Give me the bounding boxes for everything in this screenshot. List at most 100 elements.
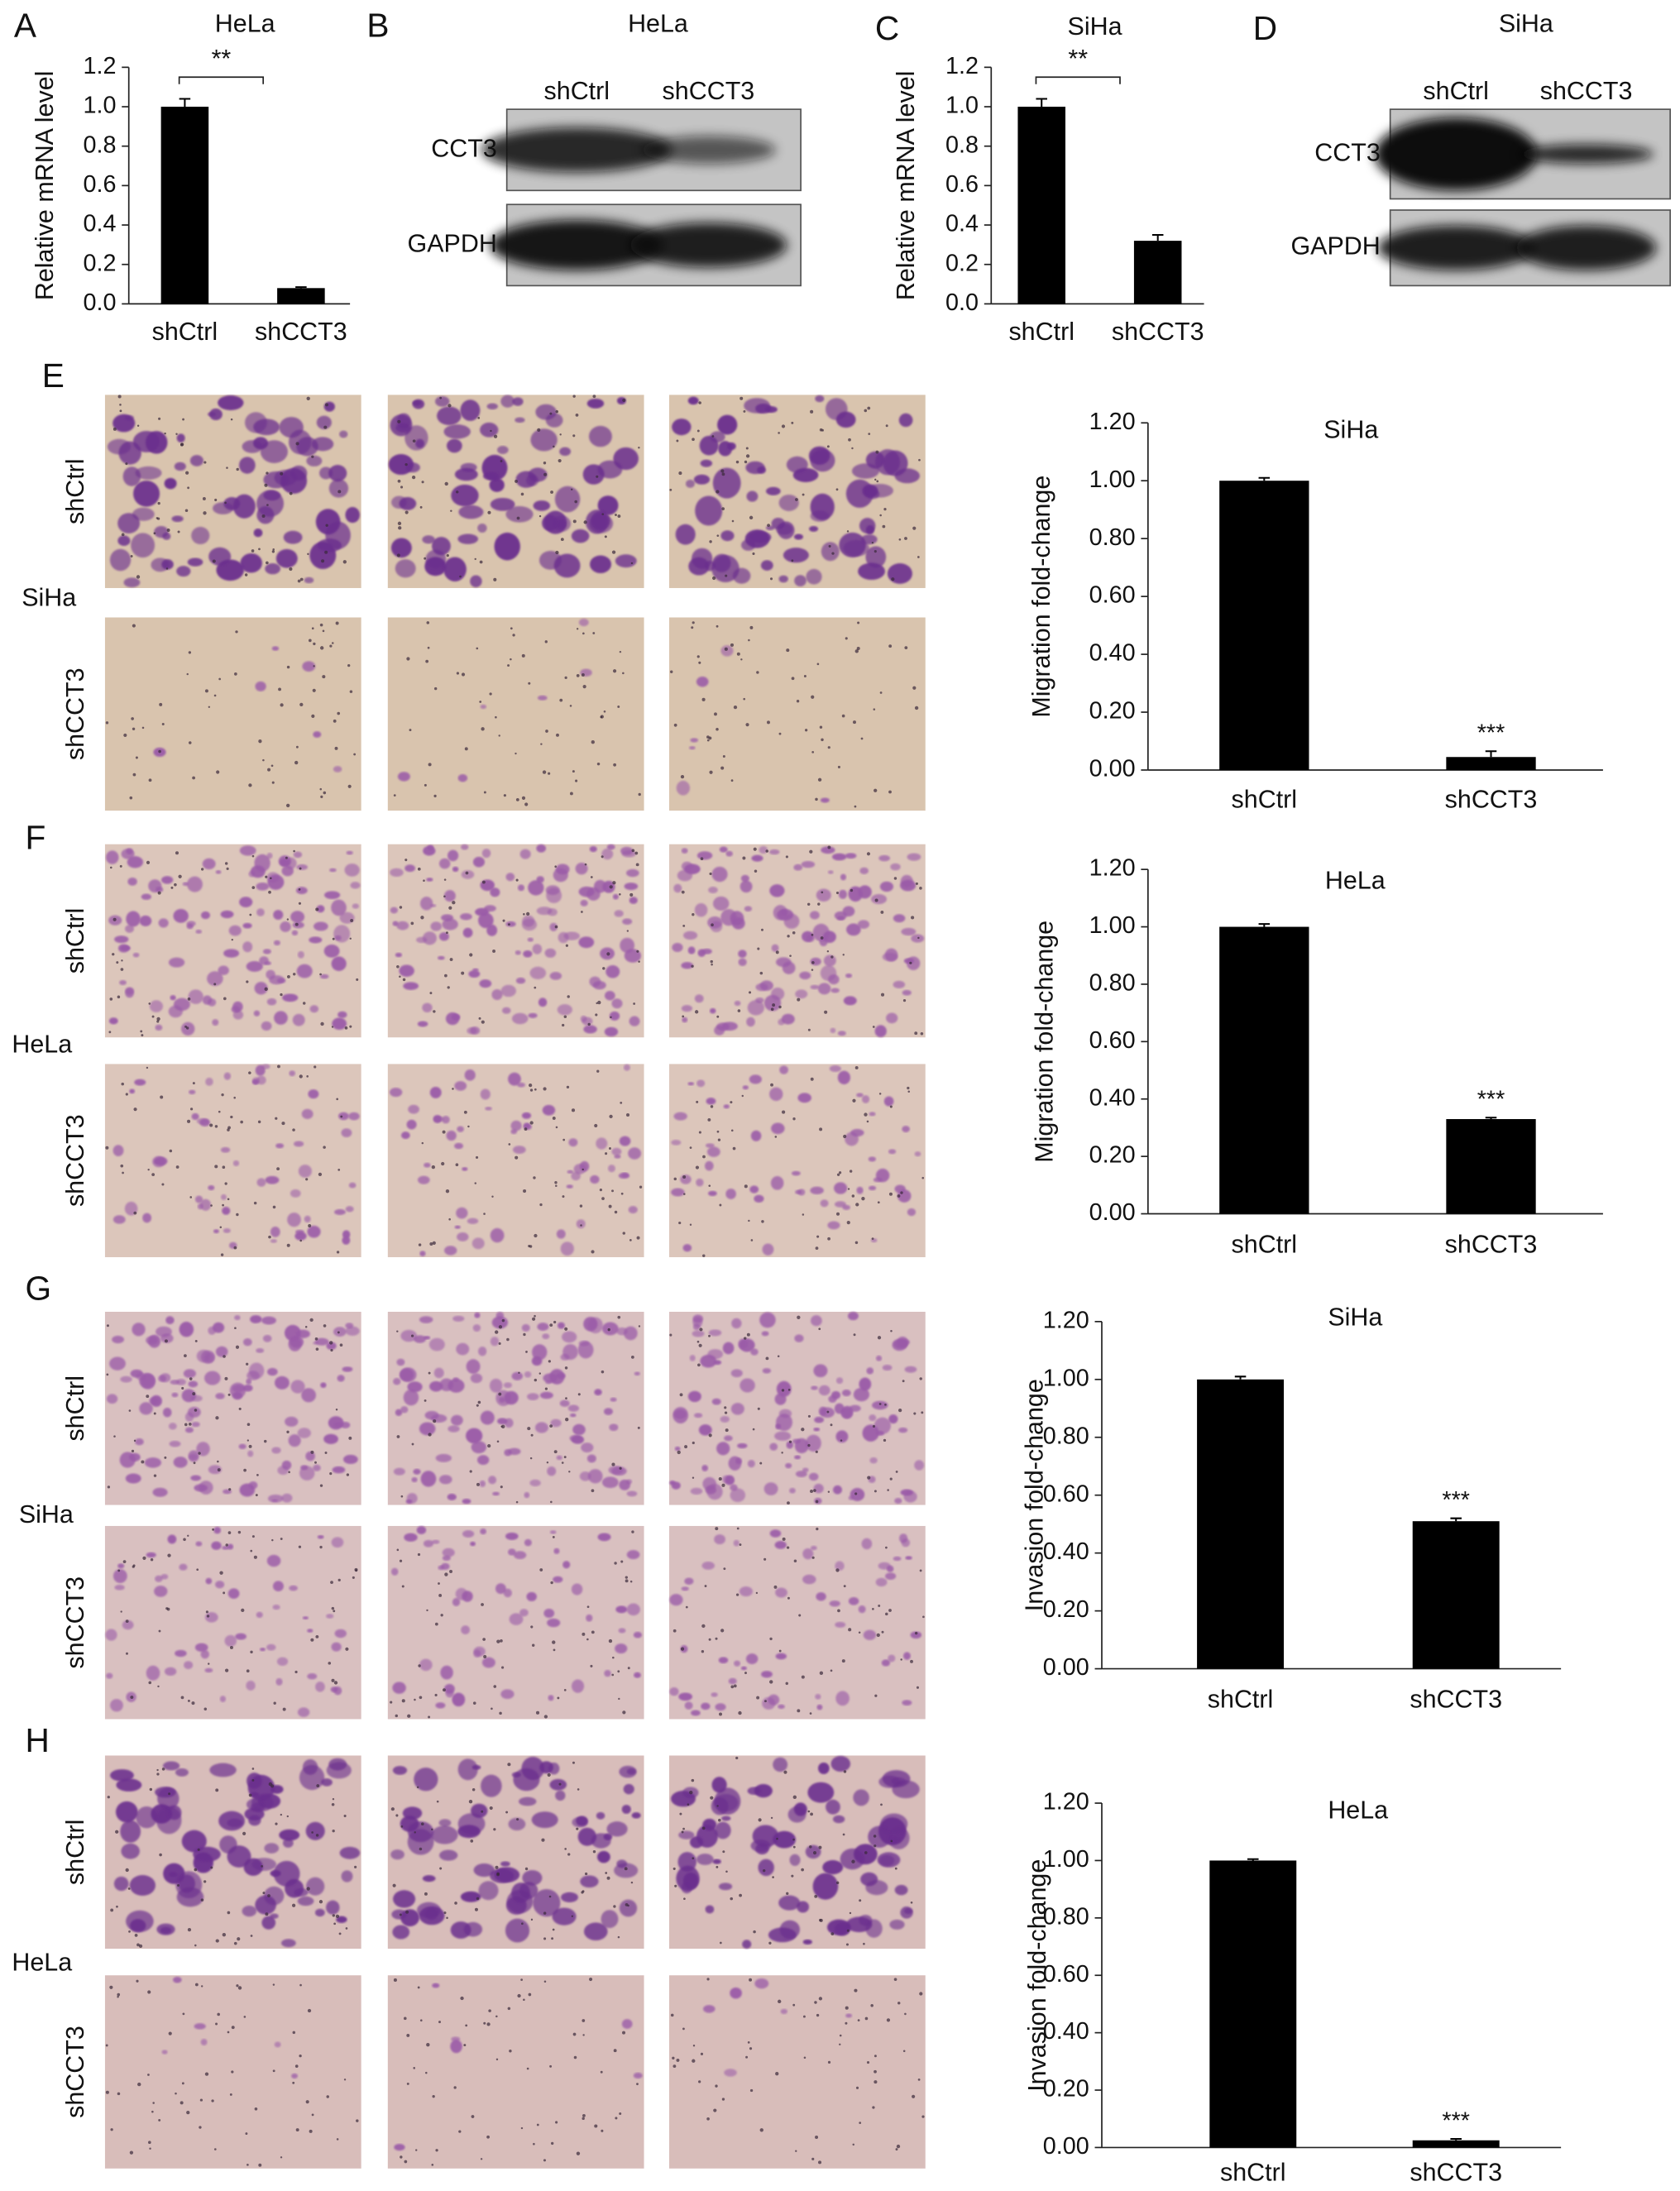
pore: [493, 1828, 496, 1831]
cell: [333, 925, 351, 943]
pore: [330, 1348, 333, 1352]
pore: [200, 1898, 204, 1902]
cell: [253, 529, 263, 538]
pore: [404, 2160, 408, 2164]
cell: [542, 514, 558, 532]
pore: [442, 1130, 446, 1134]
cell: [579, 1471, 591, 1481]
cell: [816, 1704, 823, 1710]
cell: [586, 398, 605, 409]
cell: [224, 1634, 237, 1647]
pore: [115, 1830, 119, 1834]
panel-letter: C: [875, 9, 899, 47]
cell: [439, 1849, 458, 1861]
cell: [611, 998, 623, 1009]
cell: [539, 1391, 553, 1399]
pore: [227, 1911, 231, 1915]
cell: [209, 1763, 237, 1777]
pore: [132, 727, 136, 731]
pore: [617, 705, 620, 708]
cell: [835, 1561, 845, 1571]
cell: [883, 1096, 894, 1107]
cell: [549, 972, 562, 980]
micrograph-field: [669, 844, 926, 1038]
pore: [270, 877, 272, 880]
cell: [146, 1552, 156, 1558]
cell: [789, 1487, 796, 1494]
pore: [601, 1370, 605, 1374]
pore: [811, 750, 815, 753]
pore: [706, 2117, 710, 2121]
pore: [902, 2050, 906, 2052]
pore: [347, 663, 351, 667]
cell: [704, 1160, 714, 1171]
pore: [745, 454, 750, 458]
cell: [348, 1112, 360, 1121]
pore: [246, 1669, 250, 1673]
pore: [292, 973, 296, 976]
cell: [848, 1495, 854, 1500]
pore: [396, 1435, 400, 1438]
pore: [575, 414, 579, 417]
cell: [721, 1815, 731, 1821]
pore: [835, 488, 839, 491]
pore: [696, 429, 700, 433]
cell: [134, 1079, 146, 1086]
cell: [901, 1538, 911, 1548]
pore: [617, 514, 621, 518]
pore: [692, 1857, 695, 1860]
cell: [119, 1452, 136, 1468]
pore: [559, 433, 562, 436]
pore: [456, 672, 460, 675]
pore: [429, 1241, 433, 1246]
pore: [714, 712, 717, 716]
pore: [483, 1654, 487, 1658]
pore: [815, 1246, 819, 1250]
pore: [218, 1110, 221, 1113]
pore: [186, 2111, 190, 2115]
pore: [470, 1839, 474, 1843]
cell: [282, 1838, 294, 1848]
cell: [580, 899, 588, 907]
pore: [141, 1460, 145, 1464]
cell: [191, 526, 210, 545]
pore: [552, 1928, 555, 1931]
pore: [175, 2092, 177, 2095]
cell: [749, 1185, 759, 1194]
pore: [324, 1451, 328, 1454]
pore: [637, 1426, 640, 1429]
pore: [185, 471, 189, 475]
pore: [309, 1318, 314, 1322]
cell: [457, 1126, 464, 1132]
cell: [491, 988, 503, 1001]
cell: [339, 1846, 361, 1859]
y-axis-label: Relative mRNA level: [892, 71, 920, 301]
pore: [499, 1711, 502, 1715]
pore: [733, 705, 738, 710]
pore: [872, 1608, 874, 1610]
pore: [542, 770, 547, 774]
cell: [228, 925, 242, 936]
x-tick-label: shCtrl: [1232, 785, 1298, 813]
pore: [573, 2055, 577, 2059]
pore: [147, 1990, 151, 1994]
cell: [718, 1882, 733, 1891]
cell: [481, 1657, 495, 1668]
pore: [332, 1914, 335, 1917]
pore: [316, 1784, 320, 1787]
pore: [581, 911, 583, 913]
pore: [540, 743, 543, 745]
pore: [572, 1761, 575, 1764]
pore: [333, 1610, 336, 1613]
pore: [281, 1122, 285, 1126]
pore: [335, 1409, 338, 1411]
cell: [737, 1442, 748, 1449]
y-tick-label: 0.20: [1043, 1596, 1089, 1623]
cell: [829, 1600, 840, 1607]
pore: [638, 792, 641, 797]
cell: [391, 1909, 407, 1920]
pore: [294, 1670, 298, 1674]
pore: [399, 1559, 403, 1562]
pore: [619, 650, 622, 653]
pore: [314, 1461, 317, 1464]
